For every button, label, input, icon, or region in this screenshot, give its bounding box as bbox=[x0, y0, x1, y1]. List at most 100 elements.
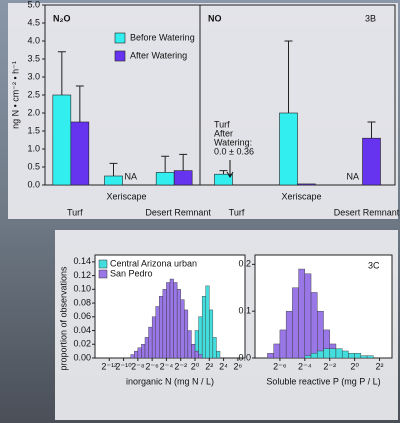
y-axis-label: proportion of observations bbox=[58, 266, 68, 371]
histogram-bar bbox=[177, 289, 181, 358]
y-tick-label: 0.1 bbox=[238, 306, 251, 316]
histogram-bar bbox=[170, 279, 174, 358]
histogram-bar bbox=[163, 289, 167, 358]
histogram-bar bbox=[145, 337, 149, 358]
panel-label: 3C bbox=[368, 260, 380, 270]
histogram-bar bbox=[199, 355, 203, 358]
histogram-bar bbox=[134, 351, 138, 358]
bar bbox=[298, 184, 316, 185]
x-tick-label: 2⁶ bbox=[233, 361, 242, 371]
y-tick-label: 0.06 bbox=[73, 311, 91, 321]
legend-swatch bbox=[115, 51, 125, 61]
y-tick-label: 0.0 bbox=[238, 352, 251, 362]
histogram-bar bbox=[311, 292, 317, 358]
legend-swatch bbox=[99, 260, 107, 268]
histogram-bar bbox=[149, 327, 153, 358]
histogram-bar bbox=[267, 353, 273, 358]
y-tick-label: 0.5 bbox=[27, 161, 40, 171]
histogram-bar bbox=[361, 356, 367, 358]
bar bbox=[174, 171, 192, 185]
legend-label: Central Arizona urban bbox=[110, 258, 197, 268]
histogram-bar bbox=[159, 296, 163, 358]
x-tick-label: 2² bbox=[205, 361, 213, 371]
histogram-bar bbox=[348, 353, 354, 358]
x-tick-label: Xeriscape bbox=[281, 191, 321, 201]
value-label: NA bbox=[125, 171, 138, 181]
panel-title: NO bbox=[208, 13, 222, 23]
histogram-bar bbox=[152, 317, 156, 358]
histogram-bar bbox=[367, 356, 373, 358]
x-tick-label: 2⁻⁴ bbox=[160, 361, 174, 371]
y-tick-label: 1.0 bbox=[27, 143, 40, 153]
histogram-bar bbox=[317, 351, 323, 358]
y-tick-label: 3.5 bbox=[27, 53, 40, 63]
annotation: 0.0 ± 0.36 bbox=[214, 146, 254, 156]
y-tick-label: 0.14 bbox=[73, 256, 91, 266]
y-tick-label: 4.5 bbox=[27, 17, 40, 27]
x-tick-label: 2⁻¹⁰ bbox=[115, 361, 132, 371]
histogram-bar bbox=[141, 344, 145, 358]
x-tick-label: 2⁰ bbox=[191, 361, 200, 371]
histogram-bar bbox=[311, 353, 317, 358]
value-label: NA bbox=[347, 171, 360, 181]
panel-title: N₂O bbox=[53, 13, 71, 23]
x-tick-label: 2⁻⁶ bbox=[145, 361, 159, 371]
histogram-bar bbox=[342, 351, 348, 358]
bar bbox=[71, 122, 89, 185]
histogram-bar bbox=[174, 282, 178, 358]
x-tick-label: Turf bbox=[229, 207, 245, 217]
histogram-bar bbox=[191, 344, 195, 358]
y-tick-label: 1.5 bbox=[27, 125, 40, 135]
y-tick-label: 4.0 bbox=[27, 35, 40, 45]
x-tick-label: 2⁰ bbox=[350, 361, 359, 371]
histogram-bar bbox=[138, 348, 142, 358]
histogram-bar bbox=[209, 310, 213, 358]
x-tick-label: Desert Remnant bbox=[334, 207, 400, 217]
figure: 0.00.51.01.52.02.53.03.54.04.55.0ng N • … bbox=[0, 0, 400, 423]
bar bbox=[363, 138, 381, 185]
histogram-bar bbox=[131, 355, 135, 358]
panel-label: 3B bbox=[365, 13, 376, 23]
histogram-bar bbox=[286, 311, 292, 358]
histogram-bar bbox=[213, 337, 217, 358]
y-tick-label: 0.08 bbox=[73, 297, 91, 307]
histogram-bar bbox=[216, 351, 220, 358]
histogram-bar bbox=[156, 307, 160, 359]
histogram-bar bbox=[166, 282, 170, 358]
histogram-bar bbox=[305, 274, 311, 358]
histogram-bar bbox=[184, 310, 188, 358]
histogram-bar bbox=[206, 286, 210, 358]
bar bbox=[53, 95, 71, 185]
histogram-bar bbox=[355, 353, 361, 358]
x-tick-label: Desert Remnant bbox=[145, 207, 211, 217]
histogram-bar bbox=[305, 356, 311, 358]
histogram-bar bbox=[330, 349, 336, 358]
x-axis-label: inorganic N (mg N / L) bbox=[126, 376, 214, 386]
histogram-bar bbox=[195, 351, 199, 358]
x-tick-label: 2⁻⁴ bbox=[298, 361, 312, 371]
x-tick-label: Turf bbox=[67, 207, 83, 217]
legend-swatch bbox=[115, 33, 125, 43]
y-tick-label: 2.5 bbox=[27, 89, 40, 99]
histogram-bar bbox=[292, 288, 298, 358]
histogram-bar bbox=[274, 344, 280, 358]
histogram-bar bbox=[202, 296, 206, 358]
legend-label: Before Watering bbox=[130, 32, 195, 42]
y-tick-label: 0.04 bbox=[73, 325, 91, 335]
y-axis-label: ng N • cm⁻² • h⁻¹ bbox=[10, 61, 20, 129]
x-tick-label: 2⁻⁶ bbox=[273, 361, 287, 371]
histogram-bar bbox=[324, 349, 330, 358]
histogram-bar bbox=[280, 330, 286, 358]
x-axis-label: Soluble reactive P (mg P / L) bbox=[266, 376, 380, 386]
y-tick-label: 0.02 bbox=[73, 339, 91, 349]
legend-label: After Watering bbox=[130, 50, 187, 60]
y-tick-label: 0.0 bbox=[27, 179, 40, 189]
bar bbox=[280, 113, 298, 185]
x-tick-label: 2⁴ bbox=[219, 361, 228, 371]
bar bbox=[105, 176, 123, 185]
x-tick-label: 2² bbox=[376, 361, 384, 371]
x-tick-label: Xeriscape bbox=[106, 191, 146, 201]
y-tick-label: 0.12 bbox=[73, 270, 91, 280]
y-tick-label: 2.0 bbox=[27, 107, 40, 117]
histogram-bar bbox=[188, 331, 192, 358]
